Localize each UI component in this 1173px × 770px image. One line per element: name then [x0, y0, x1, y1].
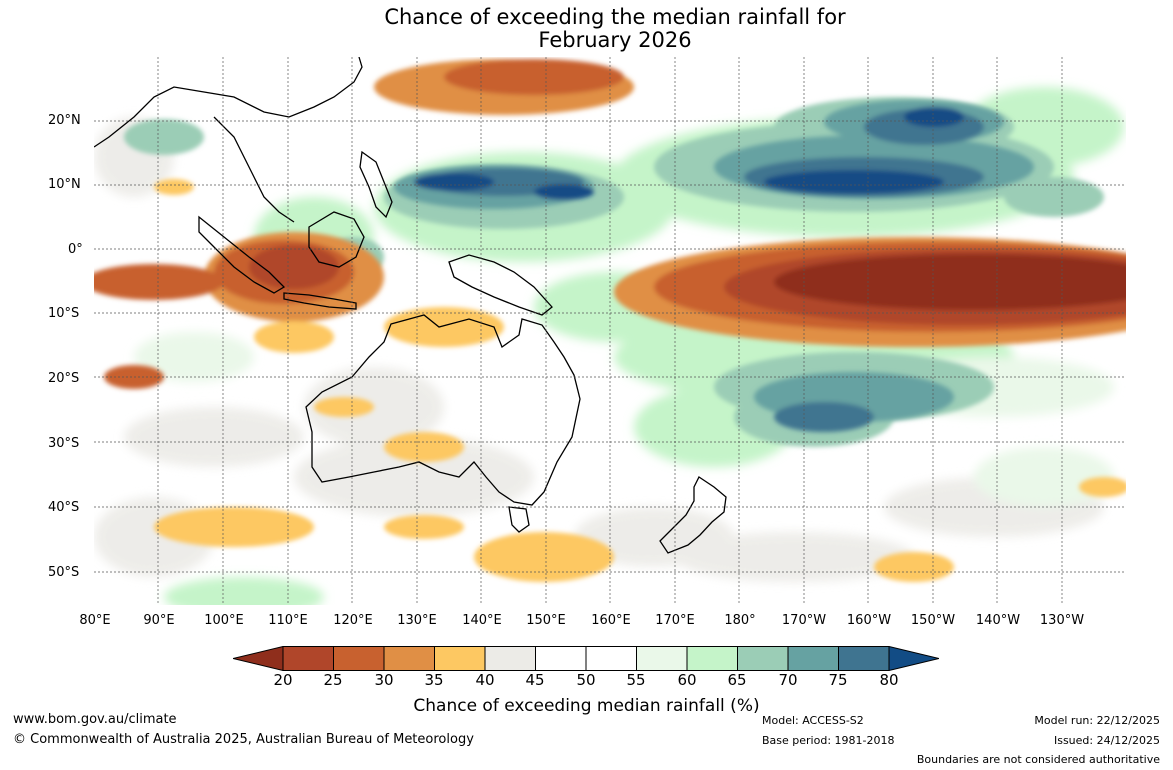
colorbar-tick: 55 — [626, 671, 646, 689]
lon-label-130w: 130°W — [1039, 613, 1085, 628]
java-coast — [283, 292, 357, 310]
lon-label-100e: 100°E — [204, 613, 244, 628]
lat-label-10s: 10°S — [48, 306, 80, 321]
philippines-coast — [359, 150, 393, 219]
colorbar-bin — [333, 646, 385, 671]
colorbar-bin — [585, 646, 637, 671]
lat-label-30s: 30°S — [48, 436, 80, 451]
colorbar-bin — [383, 646, 435, 671]
disclaimer-text: Boundaries are not considered authoritat… — [916, 753, 1160, 766]
colorbar-tick: 60 — [677, 671, 697, 689]
issued-text: Issued: 24/12/2025 — [1053, 734, 1160, 747]
new-guinea-coast — [448, 254, 553, 316]
colorbar-tick: 40 — [475, 671, 495, 689]
colorbar-tick: 45 — [525, 671, 545, 689]
colorbar-high-extend — [888, 646, 939, 671]
website-link[interactable]: www.bom.gov.au/climate — [13, 712, 177, 727]
colorbar-tick: 20 — [273, 671, 293, 689]
lat-label-10n: 10°N — [48, 177, 81, 192]
colorbar-tick: 75 — [828, 671, 848, 689]
colorbar-tick: 70 — [778, 671, 798, 689]
colorbar-bin — [787, 646, 839, 671]
lon-label-140w: 140°W — [975, 613, 1021, 628]
map-title-line2: February 2026 — [538, 28, 692, 52]
lon-label-170w: 170°W — [781, 613, 827, 628]
asia-mainland-coast — [94, 57, 363, 223]
colorbar-tick: 25 — [323, 671, 343, 689]
colorbar-title: Chance of exceeding median rainfall (%) — [413, 696, 760, 716]
colorbar-tick: 50 — [576, 671, 596, 689]
lon-label-130e: 130°E — [397, 613, 437, 628]
model-run-text: Model run: 22/12/2025 — [1034, 714, 1160, 727]
map-title-line1: Chance of exceeding the median rainfall … — [384, 5, 846, 29]
lat-label-20s: 20°S — [48, 371, 80, 386]
tasmania-coast — [508, 506, 530, 533]
dry-areas — [94, 59, 1126, 582]
lon-label-160w: 160°W — [846, 613, 892, 628]
model-text: Model: ACCESS-S2 — [762, 714, 864, 727]
sumatra-coast — [198, 215, 286, 294]
map-gridlines — [94, 57, 1126, 605]
copyright-text: © Commonwealth of Australia 2025, Austra… — [13, 732, 474, 747]
lon-label-170e: 170°E — [655, 613, 695, 628]
lon-label-80e: 80°E — [79, 613, 111, 628]
lon-label-150w: 150°W — [910, 613, 956, 628]
colorbar-bin — [434, 646, 486, 671]
colorbar-tick: 65 — [727, 671, 747, 689]
colorbar-bin — [535, 646, 587, 671]
new-zealand-coast — [659, 476, 727, 554]
australia-coast — [305, 314, 581, 506]
colorbar-bin — [737, 646, 789, 671]
lon-label-160e: 160°E — [591, 613, 631, 628]
lat-label-20n: 20°N — [48, 113, 81, 128]
lat-label-0: 0° — [68, 242, 83, 257]
colorbar-bin — [484, 646, 536, 671]
colorbar-tick: 80 — [879, 671, 899, 689]
colorbar-bin — [838, 646, 890, 671]
coastlines — [94, 57, 727, 554]
lon-label-140e: 140°E — [462, 613, 502, 628]
lon-label-120e: 120°E — [333, 613, 373, 628]
borneo-coast — [308, 211, 365, 268]
base-period-text: Base period: 1981-2018 — [762, 734, 895, 747]
map-canvas — [94, 57, 1126, 605]
colorbar-bin — [686, 646, 738, 671]
lon-label-150e: 150°E — [526, 613, 566, 628]
colorbar-bin — [282, 646, 334, 671]
colorbar-tick: 30 — [374, 671, 394, 689]
lat-label-50s: 50°S — [48, 565, 80, 580]
colorbar — [233, 646, 939, 671]
lat-label-40s: 40°S — [48, 500, 80, 515]
lon-label-90e: 90°E — [143, 613, 175, 628]
colorbar-tick: 35 — [424, 671, 444, 689]
lon-label-180: 180° — [724, 613, 756, 628]
lon-label-110e: 110°E — [268, 613, 308, 628]
colorbar-bin — [636, 646, 688, 671]
colorbar-low-extend — [233, 646, 284, 671]
rainfall-map — [94, 57, 1126, 605]
